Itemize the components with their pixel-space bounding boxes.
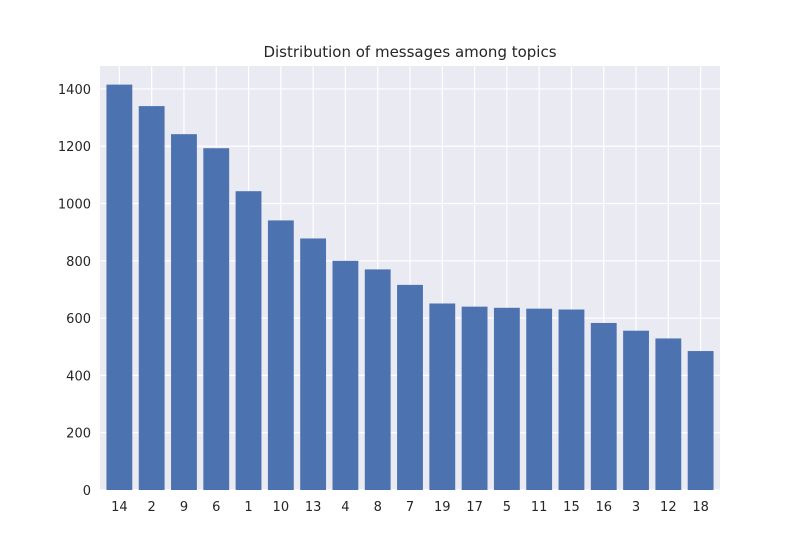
- x-tick-label: 10: [273, 500, 290, 515]
- x-tick-label: 11: [531, 500, 548, 515]
- x-tick-label: 9: [180, 500, 188, 515]
- bar-topic-12: [655, 338, 682, 490]
- bar-topic-2: [138, 106, 165, 491]
- x-tick-label: 18: [692, 500, 709, 515]
- x-tick-label: 7: [406, 500, 414, 515]
- bar-topic-19: [429, 303, 456, 490]
- bar-topic-9: [171, 134, 197, 490]
- bar-topic-14: [106, 84, 133, 491]
- x-tick-label: 4: [341, 500, 349, 515]
- bar-topic-13: [300, 238, 327, 490]
- x-tick-label: 14: [111, 500, 128, 515]
- y-tick-label: 400: [66, 369, 91, 384]
- bar-topic-7: [397, 284, 423, 490]
- y-tick-label: 200: [66, 427, 91, 442]
- x-tick-label: 2: [148, 500, 156, 515]
- x-tick-label: 6: [212, 500, 220, 515]
- bar-topic-11: [526, 308, 553, 490]
- y-tick-label: 1400: [58, 83, 91, 98]
- bar-topic-10: [267, 220, 294, 491]
- bar-topic-3: [623, 330, 649, 490]
- y-axis-ticks: 0 200 400 600 800 1000 1200 1400: [58, 83, 91, 499]
- bar-topic-5: [493, 307, 520, 490]
- x-tick-label: 13: [305, 500, 322, 515]
- y-tick-label: 0: [83, 484, 91, 499]
- bar-topic-8: [364, 269, 391, 490]
- x-tick-label: 3: [632, 500, 640, 515]
- bar-topic-4: [332, 260, 359, 490]
- x-tick-label: 8: [374, 500, 382, 515]
- x-tick-label: 16: [595, 500, 612, 515]
- bars: [106, 84, 714, 491]
- x-tick-label: 5: [503, 500, 511, 515]
- bar-topic-17: [461, 306, 488, 490]
- x-tick-label: 19: [434, 500, 451, 515]
- bar-topic-6: [203, 148, 230, 490]
- bar-topic-16: [590, 322, 617, 490]
- x-tick-label: 17: [466, 500, 483, 515]
- x-tick-label: 15: [563, 500, 580, 515]
- y-tick-label: 1200: [58, 140, 91, 155]
- x-axis-ticks: 14 2 9 6 1 10 13 4 8 7 19 17 5 11 15 16 3 12 18: [111, 500, 709, 515]
- bar-topic-15: [558, 309, 585, 490]
- x-tick-label: 1: [244, 500, 252, 515]
- chart-title: Distribution of messages among topics: [263, 43, 556, 61]
- bar-topic-18: [687, 351, 714, 490]
- y-tick-label: 800: [66, 255, 91, 270]
- x-tick-label: 12: [660, 500, 677, 515]
- bar-topic-1: [235, 191, 262, 491]
- y-tick-label: 1000: [58, 198, 91, 213]
- y-tick-label: 600: [66, 312, 91, 327]
